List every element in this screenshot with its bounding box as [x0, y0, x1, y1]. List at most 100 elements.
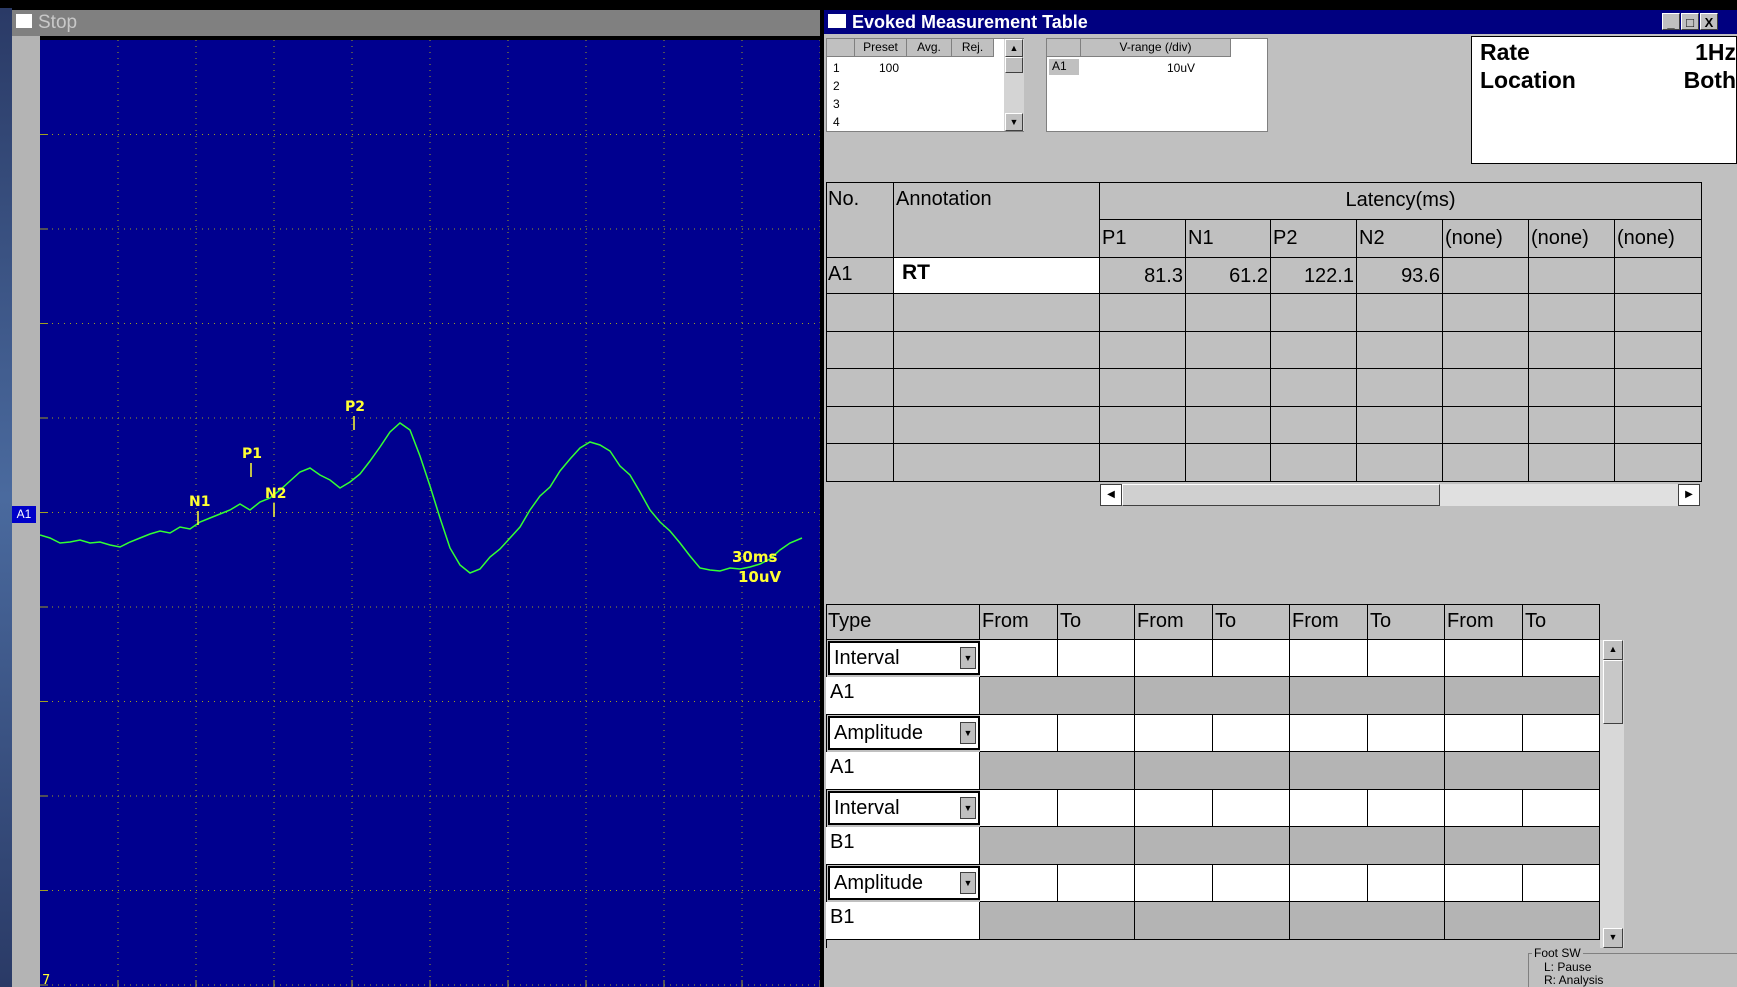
scroll-right-button[interactable]: ▶: [1678, 484, 1700, 506]
range-input[interactable]: [1213, 790, 1290, 827]
close-button[interactable]: X: [1700, 13, 1718, 30]
latency-empty-cell[interactable]: [1443, 294, 1529, 332]
channel-cell[interactable]: A1: [826, 677, 980, 715]
range-input[interactable]: [980, 715, 1058, 752]
latency-empty-cell[interactable]: [1100, 444, 1186, 482]
chevron-down-icon[interactable]: ▼: [960, 872, 976, 894]
latency-empty-cell[interactable]: [1615, 406, 1702, 444]
scroll-down-button[interactable]: ▼: [1005, 113, 1023, 131]
latency-value[interactable]: [1529, 258, 1615, 294]
type-select[interactable]: Amplitude ▼: [828, 866, 980, 900]
latency-empty-cell[interactable]: [1529, 331, 1615, 369]
vrange-row-value[interactable]: 10uV: [1167, 61, 1196, 75]
latency-empty-cell[interactable]: [1615, 369, 1702, 407]
latency-empty-cell[interactable]: [1529, 369, 1615, 407]
preset-row-no[interactable]: 1: [833, 61, 840, 75]
vrange-table[interactable]: V-range (/div) A1 10uV: [1046, 38, 1268, 132]
range-input[interactable]: [1445, 865, 1523, 902]
scroll-down-button[interactable]: ▼: [1603, 928, 1623, 948]
latency-empty-cell[interactable]: [1186, 406, 1271, 444]
latency-empty-cell[interactable]: [1271, 444, 1357, 482]
latency-empty-cell[interactable]: [894, 444, 1100, 482]
range-input[interactable]: [1368, 715, 1445, 752]
range-input[interactable]: [1058, 865, 1135, 902]
latency-empty-cell[interactable]: [826, 444, 894, 482]
range-input[interactable]: [1213, 715, 1290, 752]
latency-empty-cell[interactable]: [894, 406, 1100, 444]
preset-scrollbar[interactable]: ▲ ▼: [1004, 39, 1024, 131]
range-input[interactable]: [980, 865, 1058, 902]
channel-label[interactable]: A1: [12, 506, 36, 523]
latency-value[interactable]: 93.6: [1357, 258, 1443, 294]
annotation-cell[interactable]: RT: [894, 258, 1100, 294]
latency-value[interactable]: [1615, 258, 1702, 294]
row-no[interactable]: A1: [826, 258, 894, 294]
latency-empty-cell[interactable]: [1271, 331, 1357, 369]
latency-empty-cell[interactable]: [1271, 294, 1357, 332]
range-input[interactable]: [1058, 715, 1135, 752]
channel-cell[interactable]: B1: [826, 827, 980, 865]
latency-empty-cell[interactable]: [1100, 369, 1186, 407]
latency-value[interactable]: 81.3: [1100, 258, 1186, 294]
range-input[interactable]: [1290, 640, 1368, 677]
preset-row-no[interactable]: 4: [833, 115, 840, 129]
latency-empty-cell[interactable]: [1615, 294, 1702, 332]
scroll-thumb[interactable]: [1122, 484, 1440, 506]
range-input[interactable]: [1523, 865, 1600, 902]
latency-empty-cell[interactable]: [1186, 444, 1271, 482]
preset-row-no[interactable]: 2: [833, 79, 840, 93]
latency-empty-cell[interactable]: [1357, 406, 1443, 444]
chevron-down-icon[interactable]: ▼: [960, 647, 976, 669]
latency-hscrollbar[interactable]: ◀ ▶: [1100, 484, 1700, 506]
range-input[interactable]: [1368, 790, 1445, 827]
range-input[interactable]: [1213, 865, 1290, 902]
latency-empty-cell[interactable]: [1529, 444, 1615, 482]
range-input[interactable]: [1523, 790, 1600, 827]
range-input[interactable]: [1290, 790, 1368, 827]
latency-value[interactable]: 122.1: [1271, 258, 1357, 294]
measurement-vscrollbar[interactable]: ▲ ▼: [1600, 640, 1624, 948]
latency-empty-cell[interactable]: [1186, 369, 1271, 407]
type-select[interactable]: Interval ▼: [828, 791, 980, 825]
range-input[interactable]: [980, 640, 1058, 677]
latency-value[interactable]: [1443, 258, 1529, 294]
latency-empty-cell[interactable]: [1100, 294, 1186, 332]
channel-cell[interactable]: A1: [826, 752, 980, 790]
latency-empty-cell[interactable]: [1615, 444, 1702, 482]
range-input[interactable]: [1368, 640, 1445, 677]
latency-empty-cell[interactable]: [1271, 369, 1357, 407]
chevron-down-icon[interactable]: ▼: [960, 797, 976, 819]
latency-empty-cell[interactable]: [1357, 331, 1443, 369]
range-input[interactable]: [1135, 640, 1213, 677]
latency-empty-cell[interactable]: [826, 294, 894, 332]
latency-empty-cell[interactable]: [1100, 331, 1186, 369]
latency-empty-cell[interactable]: [1186, 331, 1271, 369]
range-input[interactable]: [1368, 865, 1445, 902]
latency-empty-cell[interactable]: [1529, 294, 1615, 332]
vrange-row-label[interactable]: A1: [1049, 59, 1079, 75]
latency-empty-cell[interactable]: [1186, 294, 1271, 332]
latency-empty-cell[interactable]: [894, 369, 1100, 407]
latency-empty-cell[interactable]: [826, 406, 894, 444]
scroll-thumb[interactable]: [1603, 660, 1623, 724]
latency-value[interactable]: 61.2: [1186, 258, 1271, 294]
latency-empty-cell[interactable]: [1357, 444, 1443, 482]
range-input[interactable]: [1445, 790, 1523, 827]
range-input[interactable]: [1135, 715, 1213, 752]
range-input[interactable]: [1135, 865, 1213, 902]
minimize-button[interactable]: _: [1662, 13, 1680, 30]
latency-empty-cell[interactable]: [894, 294, 1100, 332]
scroll-thumb[interactable]: [1005, 57, 1023, 73]
range-input[interactable]: [980, 790, 1058, 827]
latency-empty-cell[interactable]: [1100, 406, 1186, 444]
range-input[interactable]: [1058, 790, 1135, 827]
preset-table[interactable]: Preset Avg. Rej. 1 100 2 3 4 ▲ ▼: [826, 38, 1024, 132]
range-input[interactable]: [1445, 715, 1523, 752]
latency-empty-cell[interactable]: [1357, 369, 1443, 407]
latency-empty-cell[interactable]: [1443, 331, 1529, 369]
maximize-button[interactable]: □: [1681, 13, 1699, 30]
latency-empty-cell[interactable]: [826, 331, 894, 369]
latency-empty-cell[interactable]: [1443, 406, 1529, 444]
waveform-plot[interactable]: N1 P1 N2 P2 30ms 10uV 7: [40, 40, 820, 987]
latency-empty-cell[interactable]: [1443, 369, 1529, 407]
